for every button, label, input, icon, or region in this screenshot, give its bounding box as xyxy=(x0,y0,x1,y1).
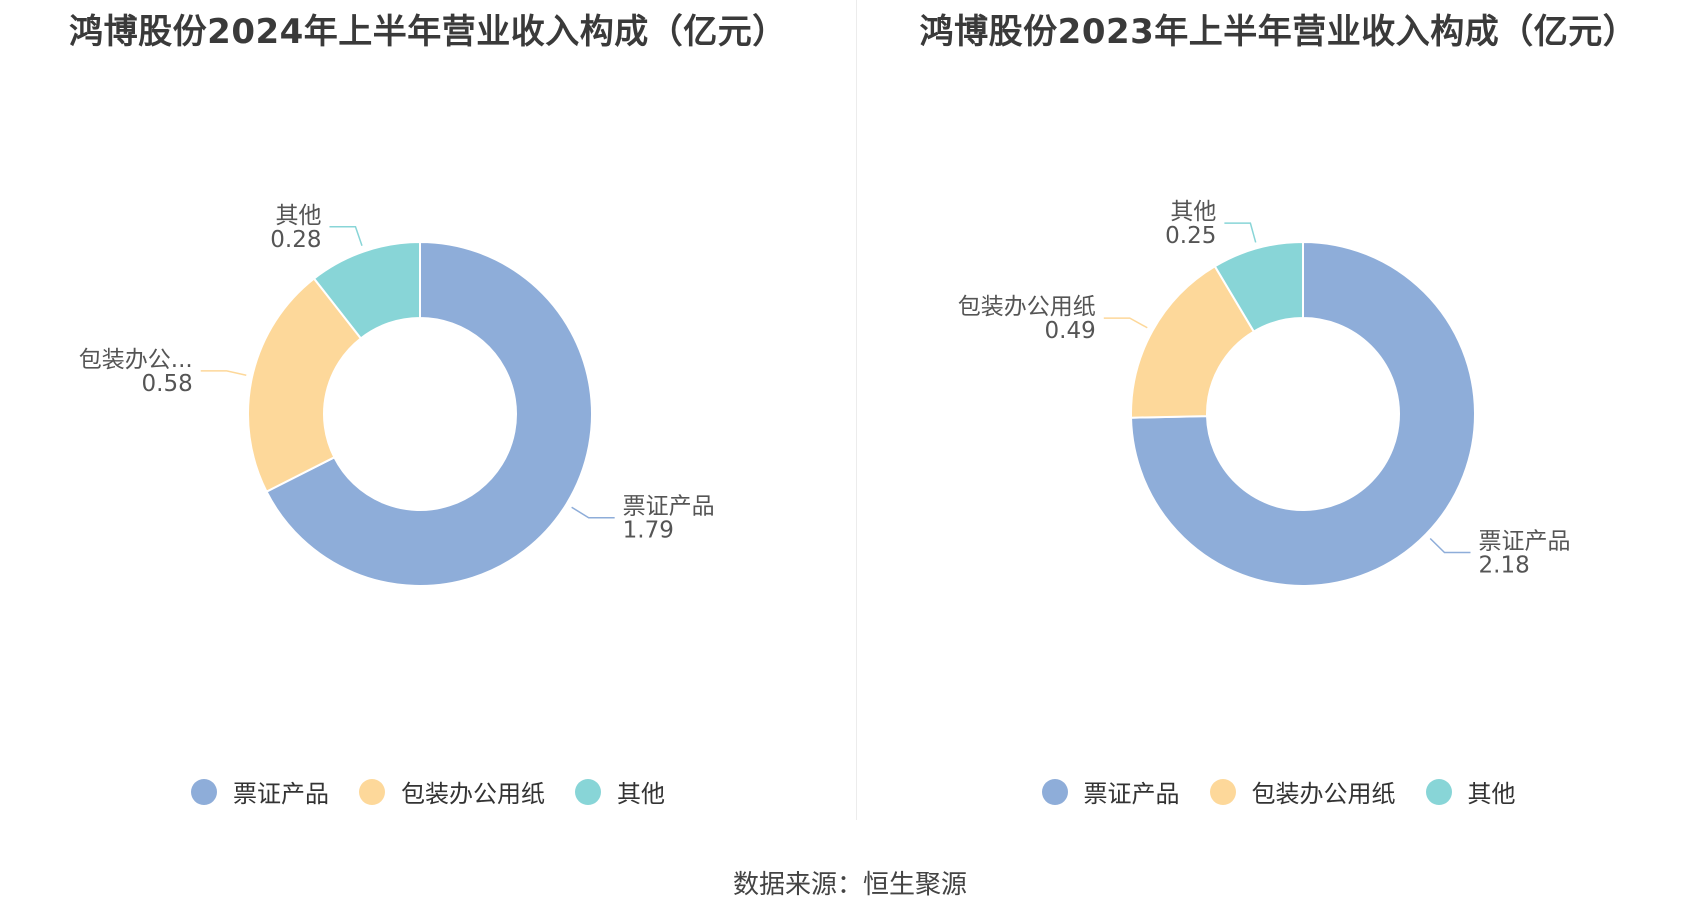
leader-line-qita xyxy=(329,226,363,246)
slice-piaozheng[interactable] xyxy=(265,240,593,587)
legend-dot-icon xyxy=(191,778,217,805)
legend-item-piaozheng[interactable]: 票证产品 xyxy=(1041,774,1180,809)
chart-title: 鸿博股份2023年上半年营业收入构成（亿元） xyxy=(919,12,1638,52)
slice-qita[interactable] xyxy=(1213,240,1304,333)
legend-label: 包装办公用纸 xyxy=(401,780,545,808)
leader-line-baozhuang xyxy=(200,370,247,377)
legend-dot-icon xyxy=(359,778,385,805)
data-source: 数据来源：恒生聚源 xyxy=(732,870,967,900)
slice-value-piaozheng: 1.79 xyxy=(623,518,674,544)
slice-piaozheng[interactable] xyxy=(1130,240,1476,587)
legend-item-baozhuang[interactable]: 包装办公用纸 xyxy=(359,774,545,809)
leader-line-qita xyxy=(1224,222,1257,243)
legend-label: 其他 xyxy=(617,780,665,808)
chart-panel-2024: 鸿博股份2024年上半年营业收入构成（亿元） 票证产品 1.79 包装办公... 0.… xyxy=(0,0,856,820)
legend-item-qita[interactable]: 其他 xyxy=(575,774,665,809)
slice-label-baozhuang: 包装办公... xyxy=(79,347,193,373)
legend-label: 票证产品 xyxy=(233,780,329,808)
slice-value-baozhuang: 0.49 xyxy=(1045,318,1096,344)
legend-label: 票证产品 xyxy=(1083,780,1180,808)
panel-divider xyxy=(856,0,857,820)
chart-title: 鸿博股份2024年上半年营业收入构成（亿元） xyxy=(69,12,787,52)
slice-value-baozhuang: 0.58 xyxy=(142,371,193,397)
chart-panel-2023: 鸿博股份2023年上半年营业收入构成（亿元） 票证产品 2.18 包装办公用纸 0.4… xyxy=(857,0,1700,820)
slice-value-qita: 0.28 xyxy=(270,227,321,253)
legend-dot-icon xyxy=(575,778,601,805)
slice-value-piaozheng: 2.18 xyxy=(1479,552,1530,578)
legend-item-piaozheng[interactable]: 票证产品 xyxy=(191,774,329,809)
legend-dot-icon xyxy=(1041,778,1068,805)
legend-item-baozhuang[interactable]: 包装办公用纸 xyxy=(1209,774,1396,809)
legend-label: 其他 xyxy=(1467,780,1516,808)
slice-label-baozhuang: 包装办公用纸 xyxy=(958,294,1096,320)
legend-label: 包装办公用纸 xyxy=(1251,780,1396,808)
legend: 票证产品 包装办公用纸 其他 xyxy=(857,774,1700,809)
slice-label-piaozheng: 票证产品 xyxy=(623,494,715,520)
slice-label-qita: 其他 xyxy=(1170,199,1216,225)
slice-value-qita: 0.25 xyxy=(1165,223,1216,249)
leader-line-piaozheng xyxy=(1429,537,1471,554)
leader-line-piaozheng xyxy=(571,506,615,519)
leader-line-baozhuang xyxy=(1103,317,1148,329)
legend-dot-icon xyxy=(1209,778,1236,805)
legend: 票证产品 包装办公用纸 其他 xyxy=(0,774,856,809)
legend-dot-icon xyxy=(1425,778,1452,805)
slice-label-piaozheng: 票证产品 xyxy=(1479,528,1571,554)
legend-item-qita[interactable]: 其他 xyxy=(1425,774,1516,809)
slice-label-qita: 其他 xyxy=(275,203,321,229)
slice-baozhuang[interactable] xyxy=(247,277,363,493)
slice-qita[interactable] xyxy=(312,240,421,340)
